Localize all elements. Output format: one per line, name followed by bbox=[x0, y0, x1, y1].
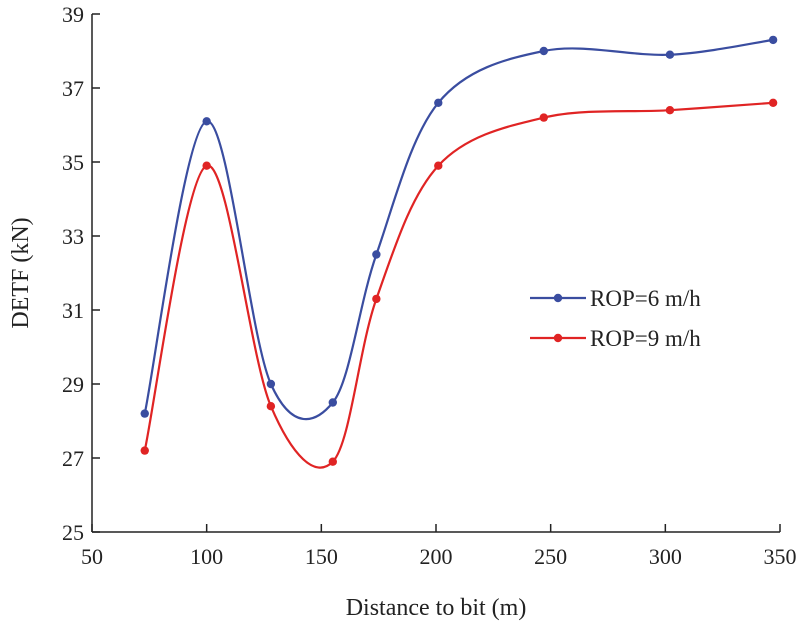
legend-marker-1 bbox=[553, 293, 563, 303]
y-tick-label-25: 25 bbox=[62, 520, 84, 545]
series-1-point-9 bbox=[768, 35, 778, 45]
x-tick-label-150: 150 bbox=[305, 544, 338, 569]
series-1 bbox=[140, 35, 778, 421]
series-1-point-7 bbox=[539, 46, 548, 56]
series-2-point-3 bbox=[266, 402, 276, 411]
series-layer bbox=[140, 35, 778, 469]
series-1-point-6 bbox=[434, 98, 443, 108]
legend-item-1: ROP=6 m/h bbox=[530, 286, 701, 311]
legend-marker-2 bbox=[553, 333, 563, 343]
x-tick-label-100: 100 bbox=[190, 544, 223, 569]
x-tick-label-350: 350 bbox=[764, 544, 797, 569]
series-2-point-4 bbox=[328, 457, 337, 466]
ticks: 50 100 150 200 250 300 350 25 27 29 31 33 35 37 39 bbox=[62, 2, 797, 569]
y-axis-title: DETF (kN) bbox=[8, 217, 34, 328]
x-tick-label-300: 300 bbox=[649, 544, 682, 569]
series-1-point-5 bbox=[372, 250, 381, 259]
legend: ROP=6 m/h ROP=9 m/h bbox=[530, 286, 701, 351]
series-2-point-8 bbox=[665, 106, 675, 115]
legend-label-1: ROP=6 m/h bbox=[590, 286, 701, 311]
series-2-point-6 bbox=[434, 161, 443, 170]
y-tick-label-35: 35 bbox=[62, 150, 84, 175]
x-axis-title: Distance to bit (m) bbox=[346, 595, 527, 621]
series-1-line bbox=[143, 38, 774, 421]
series-2-point-9 bbox=[768, 98, 778, 108]
series-2-point-5 bbox=[372, 294, 381, 304]
y-tick-label-27: 27 bbox=[62, 446, 84, 471]
legend-item-2: ROP=9 m/h bbox=[530, 326, 701, 351]
y-tick-label-37: 37 bbox=[62, 76, 84, 101]
series-1-point-2 bbox=[202, 117, 211, 126]
series-2 bbox=[140, 98, 778, 469]
y-tick-label-31: 31 bbox=[62, 298, 84, 323]
y-tick-label-39: 39 bbox=[62, 2, 84, 27]
x-tick-label-200: 200 bbox=[420, 544, 453, 569]
series-2-point-2 bbox=[202, 161, 211, 170]
y-tick-label-33: 33 bbox=[62, 224, 84, 249]
series-1-point-8 bbox=[665, 50, 675, 59]
x-tick-label-250: 250 bbox=[534, 544, 567, 569]
x-tick-label-50: 50 bbox=[81, 544, 103, 569]
series-1-point-1 bbox=[140, 409, 149, 418]
series-1-point-3 bbox=[266, 379, 276, 389]
series-1-point-4 bbox=[328, 398, 337, 407]
axes bbox=[91, 14, 780, 533]
y-tick-label-29: 29 bbox=[62, 372, 84, 397]
series-2-point-7 bbox=[539, 113, 548, 122]
series-2-point-1 bbox=[140, 446, 149, 455]
legend-label-2: ROP=9 m/h bbox=[590, 326, 701, 351]
